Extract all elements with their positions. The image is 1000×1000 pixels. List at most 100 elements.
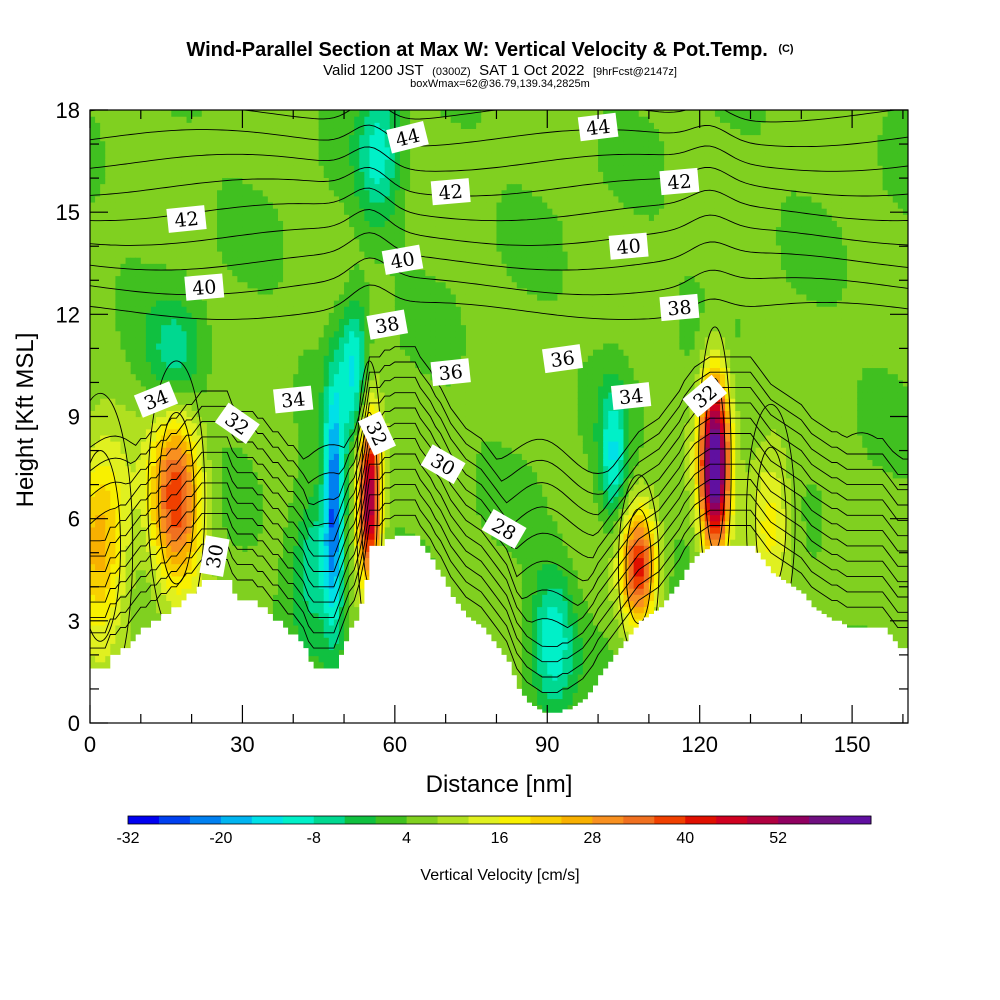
velocity-cell [298,349,304,356]
velocity-cell [100,594,106,601]
velocity-cell [156,226,162,234]
velocity-cell [196,398,203,405]
velocity-cell [252,140,259,148]
velocity-cell [298,588,304,595]
velocity-cell [242,477,249,485]
velocity-cell [323,171,330,179]
velocity-cell [191,116,198,123]
velocity-cell [277,146,284,154]
velocity-cell [140,293,147,301]
velocity-cell [120,496,127,503]
velocity-cell [100,612,106,620]
velocity-cell [130,232,137,240]
velocity-cell [277,606,284,614]
velocity-cell [161,349,167,356]
velocity-cell [308,146,315,154]
velocity-cell [303,434,310,442]
velocity-cell [161,342,167,350]
velocity-cell [156,563,162,571]
velocity-cell [262,165,269,172]
velocity-cell [140,244,147,252]
velocity-cell [130,520,137,528]
velocity-cell [232,545,238,552]
velocity-cell [135,201,142,209]
velocity-cell [257,183,264,191]
velocity-cell [252,373,259,381]
velocity-cell [120,514,127,522]
velocity-cell [181,189,188,197]
velocity-cell [186,324,193,332]
velocity-cell [161,177,167,185]
velocity-cell [318,502,325,510]
velocity-cell [277,520,284,528]
velocity-cell [333,557,340,565]
velocity-cell [145,177,152,185]
velocity-cell [247,146,254,154]
velocity-cell [217,459,223,467]
velocity-cell [298,226,304,234]
velocity-cell [120,355,127,362]
velocity-cell [338,490,345,497]
velocity-cell [161,226,167,234]
velocity-cell [303,183,310,191]
velocity-cell [323,110,330,117]
velocity-cell [100,349,106,356]
velocity-cell [176,122,183,129]
velocity-cell [201,318,208,326]
velocity-cell [176,520,183,528]
velocity-cell [100,539,106,546]
velocity-cell [333,441,340,448]
velocity-cell [201,250,208,258]
velocity-cell [237,465,244,473]
velocity-cell [328,220,335,228]
velocity-cell [191,453,198,461]
velocity-cell [211,404,218,411]
velocity-cell [232,281,238,289]
velocity-cell [237,165,244,172]
velocity-cell [100,391,106,399]
velocity-cell [277,441,284,448]
velocity-cell [227,165,233,172]
velocity-cell [120,324,127,332]
velocity-cell [156,453,162,461]
velocity-cell [196,465,203,473]
velocity-cell [232,373,238,381]
velocity-cell [130,624,137,632]
velocity-cell [328,128,335,136]
velocity-cell [303,275,310,283]
velocity-cell [176,447,183,454]
velocity-cell [110,110,116,117]
velocity-cell [176,134,183,142]
velocity-cell [206,140,213,148]
velocity-cell [105,624,111,632]
velocity-cell [90,422,96,430]
velocity-cell [115,281,122,289]
velocity-cell [277,502,284,510]
velocity-cell [110,208,116,215]
velocity-cell [303,244,310,252]
velocity-cell [222,257,228,264]
velocity-cell [130,606,137,614]
velocity-cell [161,293,167,301]
velocity-cell [206,306,213,313]
velocity-cell [140,140,147,148]
velocity-cell [303,520,310,528]
velocity-cell [145,582,152,589]
velocity-cell [318,594,325,601]
velocity-cell [105,410,111,418]
velocity-cell [217,189,223,197]
velocity-cell [176,428,183,436]
velocity-cell [130,275,137,283]
velocity-cell [125,428,132,436]
velocity-cell [272,355,279,362]
velocity-cell [272,532,279,540]
velocity-cell [252,257,259,264]
velocity-cell [247,514,254,522]
velocity-cell [171,496,177,503]
velocity-cell [323,582,330,589]
velocity-cell [277,459,284,467]
velocity-cell [186,502,193,510]
velocity-cell [125,416,132,424]
velocity-cell [105,557,111,565]
velocity-cell [222,483,228,491]
